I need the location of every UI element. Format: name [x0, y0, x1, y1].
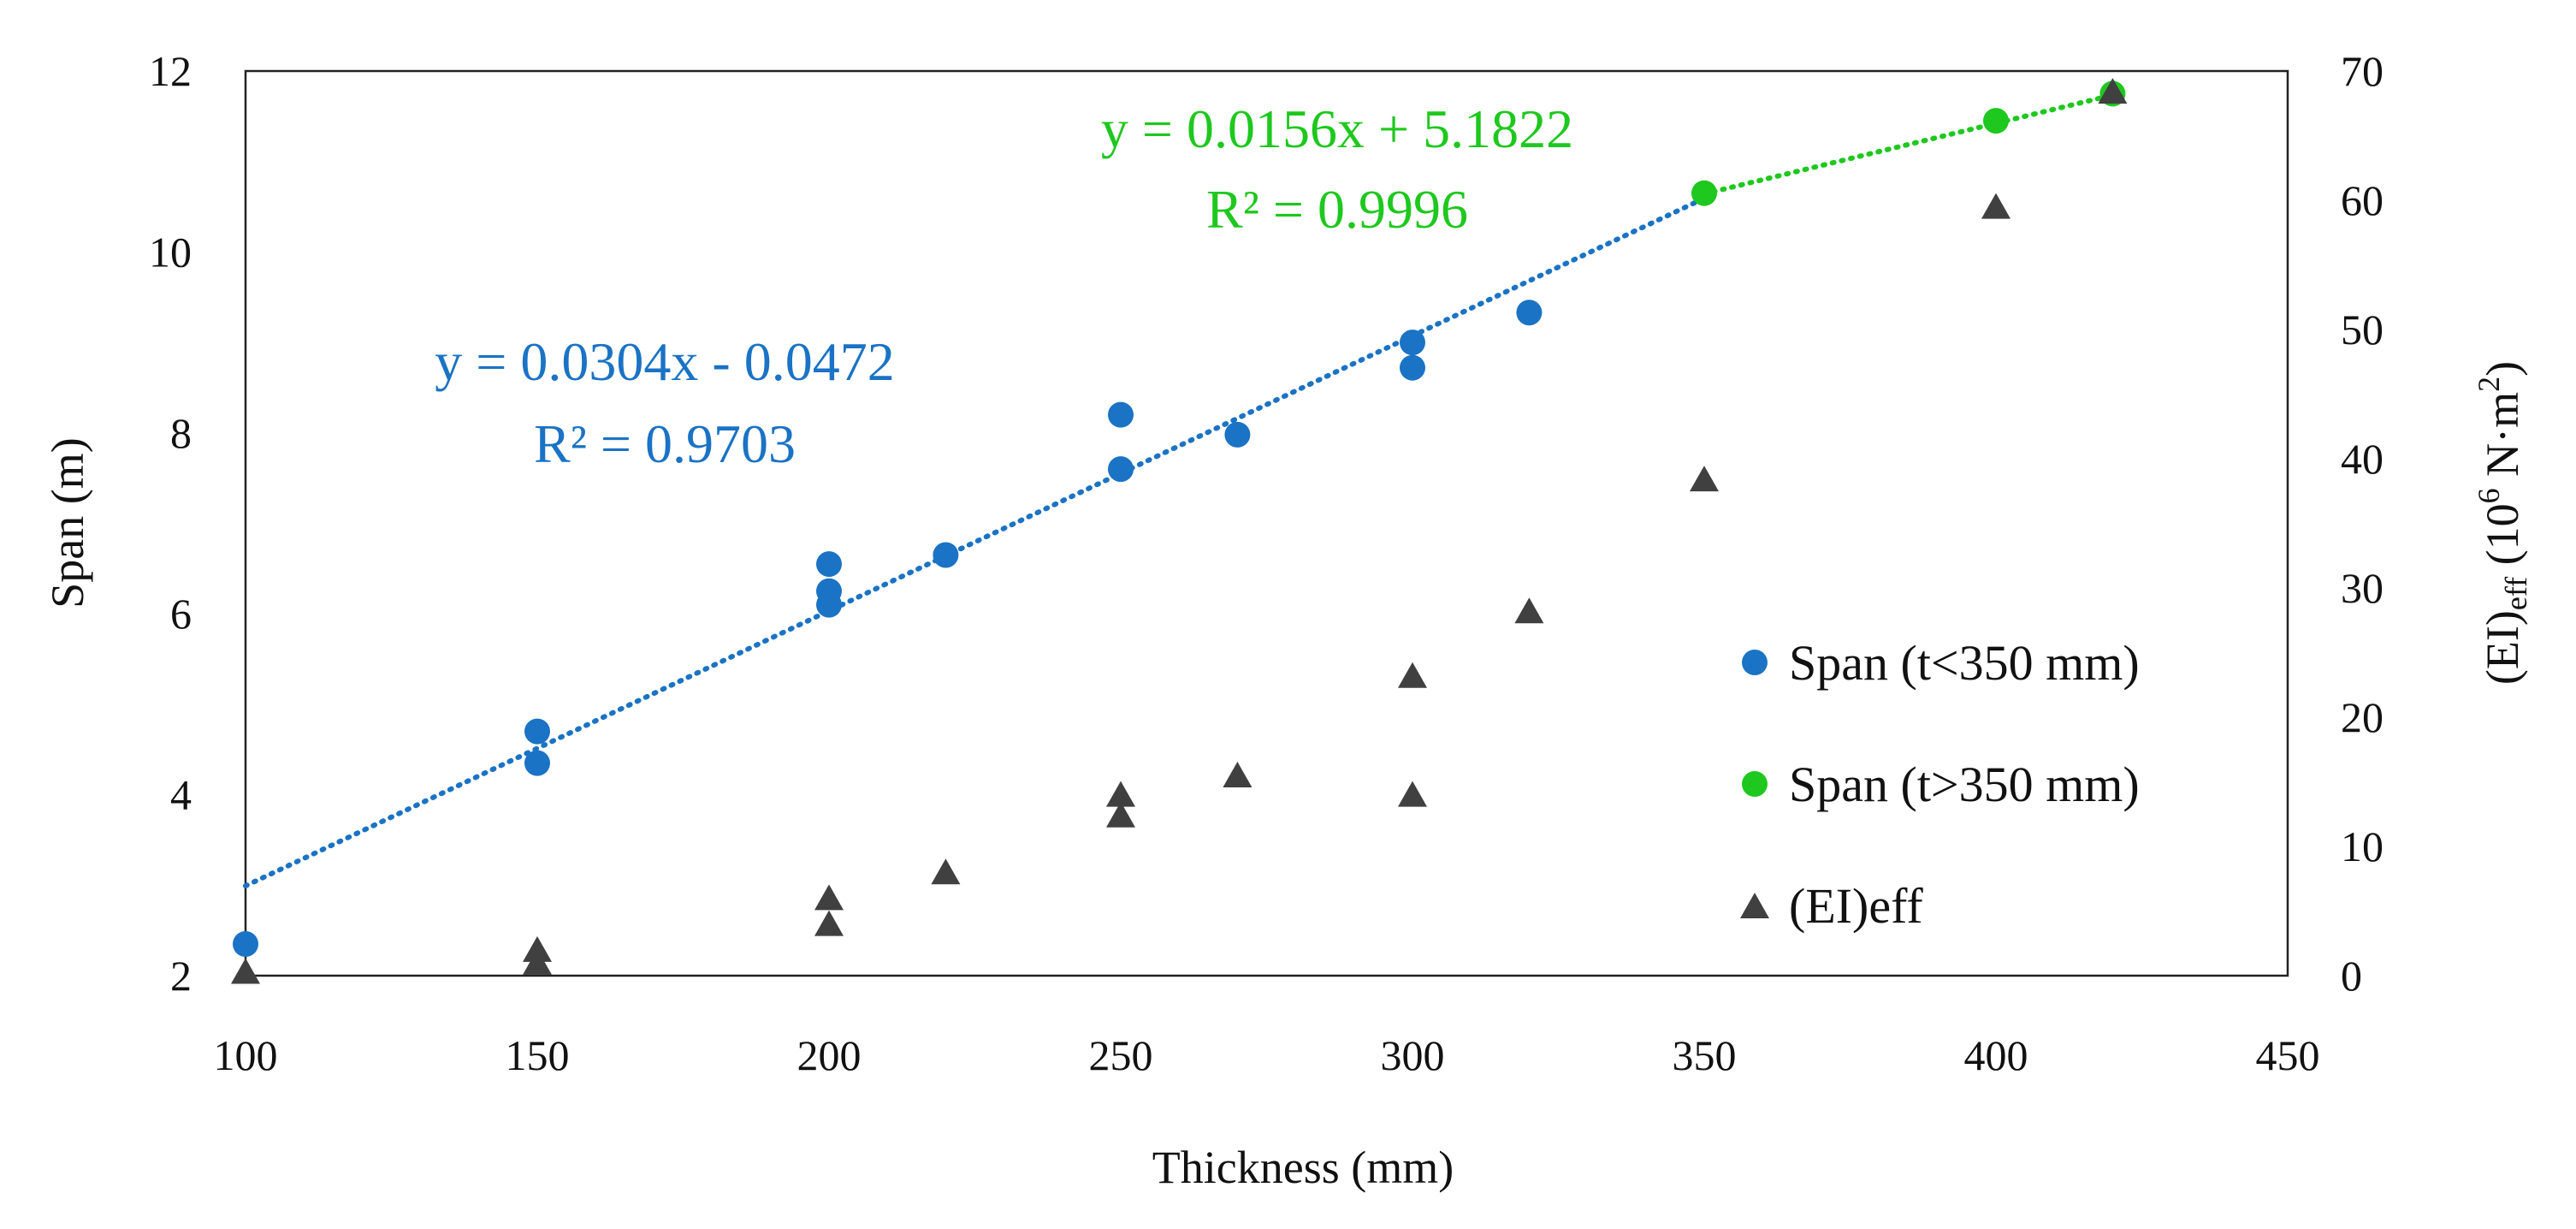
y2-tick-label: 70 — [2341, 47, 2384, 95]
y-tick-label: 8 — [170, 409, 192, 457]
x-tick-label: 100 — [214, 1031, 278, 1079]
x-axis-title: Thickness (mm) — [1152, 1142, 1454, 1193]
y-tick-label: 6 — [170, 590, 192, 638]
y-tick-label: 4 — [170, 771, 192, 819]
data-point-span — [1108, 456, 1134, 483]
data-point-span — [1691, 180, 1717, 206]
y-tick-label: 12 — [149, 47, 192, 95]
y2-tick-label: 40 — [2341, 435, 2384, 483]
data-point-ei — [1223, 761, 1252, 787]
y-left-tick-labels: 2 4 6 8 10 12 — [149, 47, 192, 1000]
trendline-blue — [243, 195, 1707, 889]
y2-tick-label: 0 — [2341, 952, 2362, 1000]
data-point-ei — [231, 958, 260, 984]
legend-label-span-large: Span (t>350 mm) — [1789, 757, 2140, 812]
data-point-span — [1400, 354, 1425, 381]
y-axis-title: Span (m) — [42, 437, 93, 608]
data-points — [231, 78, 2128, 984]
y2-title-units-mid: N·m — [2477, 392, 2528, 488]
data-point-span — [933, 542, 959, 568]
data-point-ei — [523, 935, 552, 962]
data-point-span — [816, 591, 842, 618]
plot-frame — [244, 69, 2289, 977]
data-point-ei — [1106, 781, 1135, 807]
data-point-ei — [931, 858, 961, 885]
x-tick-label: 200 — [797, 1031, 862, 1079]
y2-title-units-pre: (10 — [2477, 503, 2528, 576]
data-point-ei — [1514, 597, 1544, 624]
trend-label-green: y = 0.0156x + 5.1822 R² = 0.9996 — [1101, 98, 1573, 240]
y2-title-sup: 6 — [2472, 488, 2506, 503]
y-tick-label: 10 — [149, 228, 192, 276]
x-tick-label: 350 — [1673, 1031, 1737, 1079]
y2-tick-label: 50 — [2341, 306, 2384, 353]
data-point-span — [524, 718, 550, 745]
data-point-span — [1224, 421, 1251, 448]
trend-r2-green: R² = 0.9996 — [1206, 179, 1468, 240]
data-point-span — [233, 931, 258, 958]
legend-marker-span-large — [1742, 771, 1768, 797]
data-point-ei — [1690, 466, 1719, 492]
trend-label-blue: y = 0.0304x - 0.0472 R² = 0.9703 — [435, 331, 894, 474]
y2-axis-title: (EI)eff (106 N·m2) — [2472, 361, 2533, 685]
data-point-span — [1983, 108, 2009, 134]
data-point-span — [1400, 330, 1425, 356]
trendline-green — [1702, 92, 2116, 197]
y2-title-sup2: 2 — [2472, 377, 2506, 392]
y2-title-sub: eff — [2499, 577, 2533, 610]
legend-marker-span-small — [1742, 650, 1768, 675]
data-point-span — [524, 750, 550, 776]
legend-marker-ei — [1740, 893, 1769, 918]
data-point-ei — [523, 948, 552, 975]
x-tick-labels: 100 150 200 250 300 350 400 450 — [214, 1031, 2320, 1079]
trendlines — [243, 92, 2116, 889]
x-tick-label: 400 — [1964, 1031, 2028, 1079]
y2-tick-label: 20 — [2341, 693, 2384, 741]
y-right-tick-labels: 0 10 20 30 40 50 60 70 — [2341, 47, 2384, 1000]
y2-tick-label: 30 — [2341, 564, 2384, 612]
y2-title-units-post: ) — [2477, 361, 2528, 377]
legend: Span (t<350 mm) Span (t>350 mm) (EI)eff — [1740, 635, 2140, 934]
legend-label-ei: (EI)eff — [1789, 878, 1923, 934]
x-tick-label: 150 — [506, 1031, 570, 1079]
data-point-span — [816, 551, 842, 578]
y2-tick-label: 10 — [2341, 822, 2384, 870]
x-tick-label: 300 — [1381, 1031, 1445, 1079]
data-point-span — [1516, 300, 1543, 326]
data-point-span — [1108, 401, 1134, 428]
x-tick-label: 250 — [1089, 1031, 1153, 1079]
y2-tick-label: 60 — [2341, 176, 2384, 224]
data-point-ei — [814, 910, 844, 936]
data-point-ei — [2098, 78, 2128, 104]
legend-label-span-small: Span (t<350 mm) — [1789, 635, 2140, 691]
data-point-ei — [1398, 781, 1427, 807]
data-point-ei — [1106, 801, 1135, 828]
x-tick-label: 450 — [2256, 1031, 2320, 1079]
data-point-ei — [814, 884, 844, 911]
y2-title-main: (EI) — [2477, 610, 2528, 685]
data-point-ei — [1981, 193, 2010, 219]
trend-equation-blue: y = 0.0304x - 0.0472 — [435, 331, 894, 392]
trend-equation-green: y = 0.0156x + 5.1822 — [1101, 98, 1573, 159]
trend-r2-blue: R² = 0.9703 — [534, 413, 796, 474]
y-tick-label: 2 — [170, 952, 192, 1000]
data-point-ei — [1398, 662, 1427, 688]
